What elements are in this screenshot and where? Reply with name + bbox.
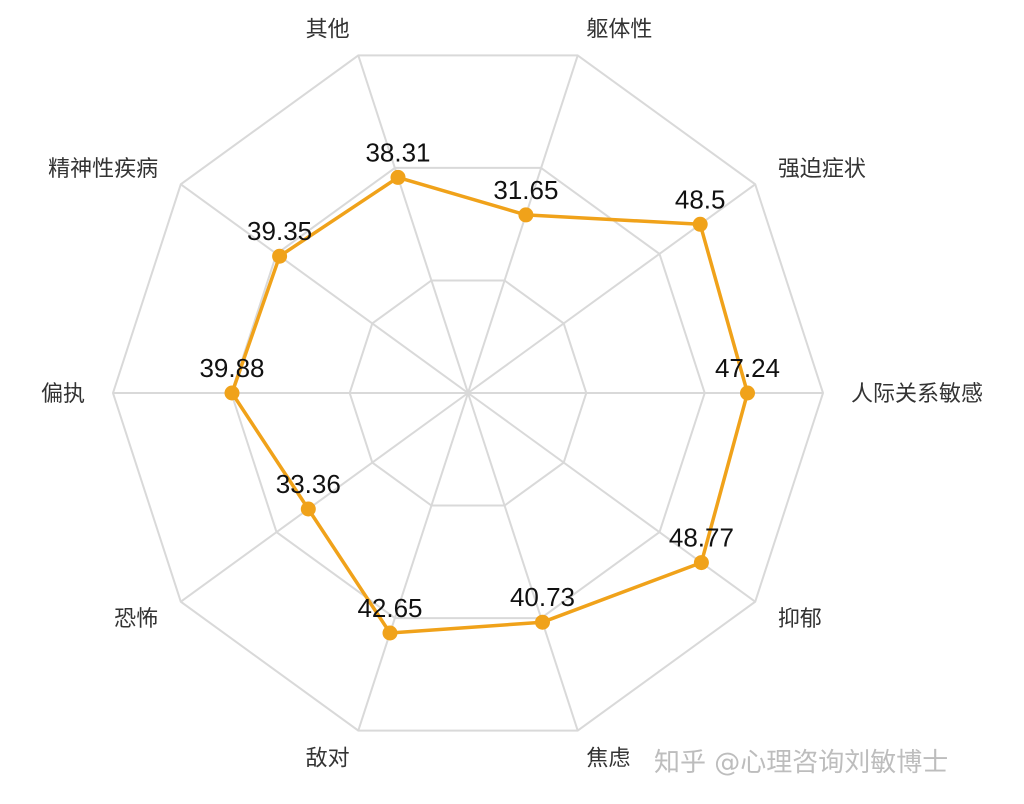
data-point [518,207,534,223]
data-label: 38.31 [365,137,430,167]
value-labels: 31.65 48.5 47.24 48.77 40.73 42.65 33.36 39.88 3… [199,137,780,623]
data-point [272,248,288,264]
data-label: 39.88 [199,353,264,383]
watermark-text: 知乎 @心理咨询刘敏博士 [654,748,949,778]
axis-label: 强迫症状 [778,157,866,182]
grid-spoke [467,392,756,603]
axis-label: 偏执 [41,382,85,407]
data-point [693,555,709,571]
data-point [692,216,708,232]
data-point [740,385,755,401]
grid-spoke [357,55,469,394]
data-label: 40.73 [510,582,575,612]
data-label: 47.24 [715,353,780,383]
radar-grid [111,54,825,732]
data-label: 39.35 [247,216,312,246]
data-point [390,169,406,185]
data-label: 48.5 [675,184,726,214]
axis-label: 精神性疾病 [48,157,158,182]
grid-spoke [467,392,579,731]
data-point [382,625,398,641]
data-point [300,501,316,517]
axis-label: 人际关系敏感 [851,382,983,407]
axis-label: 躯体性 [586,18,652,43]
axis-label: 抑郁 [778,607,822,632]
grid-spoke [180,392,469,603]
axis-label: 焦虑 [586,746,630,771]
axis-label: 恐怖 [114,607,158,632]
data-label: 42.65 [357,593,422,623]
series-layer [224,169,755,641]
axis-label: 其他 [306,18,350,43]
data-label: 48.77 [669,523,734,553]
axis-label: 敌对 [306,746,350,771]
grid-spoke [357,392,469,731]
grid-spoke [467,183,756,394]
data-point [224,385,240,401]
grid-spoke [180,183,469,394]
data-label: 31.65 [493,175,558,205]
grid-spoke [467,55,579,394]
data-point [535,614,550,630]
data-label: 33.36 [276,469,341,499]
